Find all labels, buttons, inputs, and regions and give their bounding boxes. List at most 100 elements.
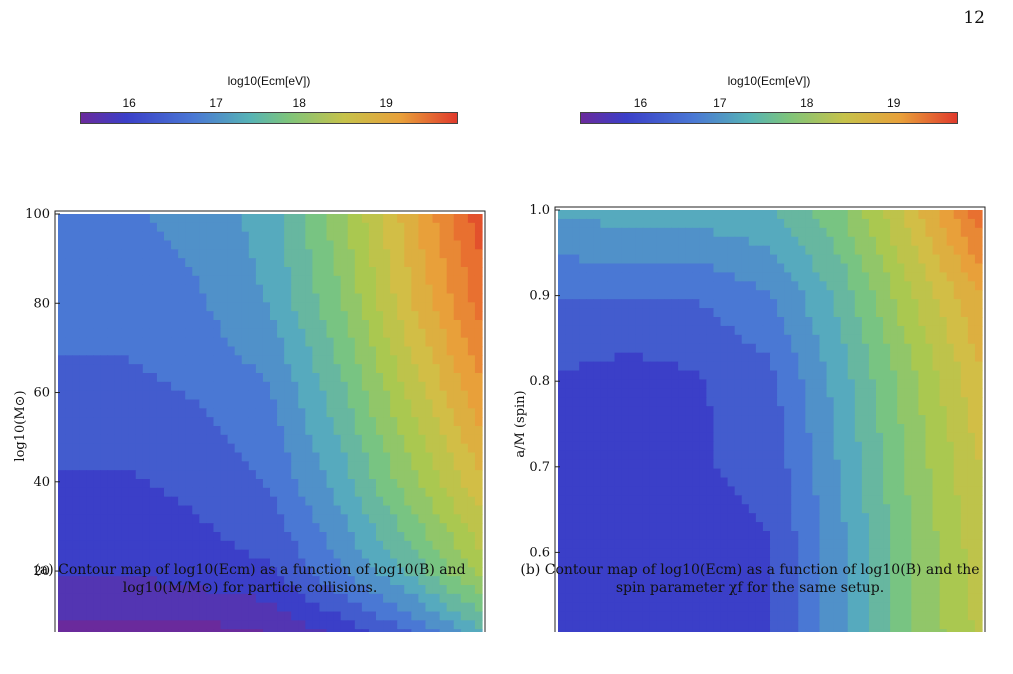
contour-cell <box>671 406 679 416</box>
contour-cell <box>840 272 849 282</box>
contour-cell <box>333 567 342 577</box>
contour-cell <box>897 317 905 327</box>
contour-cell <box>664 397 672 407</box>
contour-cell <box>206 611 215 621</box>
contour-cell <box>418 311 427 321</box>
contour-cell <box>784 370 792 381</box>
contour-cell <box>748 406 757 416</box>
contour-cell <box>946 415 955 425</box>
contour-cell <box>847 361 856 372</box>
contour-cell <box>593 272 601 282</box>
contour-cell <box>748 415 757 425</box>
contour-cell <box>107 231 116 242</box>
contour-cell <box>932 334 941 345</box>
contour-cell <box>128 452 137 462</box>
contour-cell <box>361 214 370 224</box>
contour-cell <box>953 210 962 220</box>
contour-cell <box>883 459 891 470</box>
contour-cell <box>347 434 356 445</box>
contour-cell <box>791 406 799 416</box>
contour-cell <box>953 415 962 425</box>
contour-cell <box>164 487 172 498</box>
contour-cell <box>974 495 983 505</box>
contour-cell <box>460 231 469 242</box>
contour-cell <box>248 417 257 427</box>
contour-cell <box>911 299 919 309</box>
contour-cell <box>960 299 969 309</box>
contour-cell <box>107 311 116 321</box>
contour-cell <box>755 486 764 496</box>
contour-cell <box>206 328 215 339</box>
contour-cell <box>319 532 328 542</box>
contour-cell <box>142 222 151 233</box>
contour-cell <box>93 222 101 233</box>
contour-cell <box>93 523 101 533</box>
contour-cell <box>347 355 356 365</box>
contour-cell <box>727 415 736 425</box>
contour-cell <box>868 334 877 345</box>
contour-cell <box>600 272 609 282</box>
contour-cell <box>720 227 729 238</box>
contour-cell <box>418 293 427 303</box>
contour-cell <box>713 415 722 425</box>
contour-cell <box>621 370 630 381</box>
contour-cell <box>326 602 335 613</box>
contour-cell <box>312 231 321 242</box>
contour-cell <box>593 361 601 372</box>
contour-cell <box>305 540 313 551</box>
contour-cell <box>467 231 476 242</box>
contour-cell <box>791 432 799 443</box>
contour-cell <box>960 263 969 274</box>
contour-cell <box>798 459 806 470</box>
contour-cell <box>354 461 363 471</box>
contour-cell <box>397 567 405 577</box>
contour-cell <box>248 231 257 242</box>
contour-cell <box>692 352 700 363</box>
contour-cell <box>883 299 891 309</box>
contour-cell <box>586 415 594 425</box>
contour-cell <box>565 450 573 461</box>
contour-cell <box>156 275 165 286</box>
contour-cell <box>58 293 66 303</box>
contour-cell <box>361 284 370 295</box>
contour-cell <box>826 299 835 309</box>
contour-cell <box>340 373 349 383</box>
contour-cell <box>368 426 377 436</box>
contour-cell <box>241 337 250 348</box>
contour-cell <box>354 399 363 409</box>
contour-cell <box>819 361 828 372</box>
contour-cell <box>918 424 927 434</box>
contour-cell <box>439 505 448 515</box>
contour-cell <box>932 450 941 461</box>
contour-cell <box>932 379 941 389</box>
contour-cell <box>340 364 349 374</box>
contour-cell <box>635 468 644 479</box>
contour-cell <box>460 611 469 621</box>
contour-cell <box>734 317 743 327</box>
contour-cell <box>453 381 462 392</box>
contour-cell <box>107 452 116 462</box>
contour-cell <box>128 311 137 321</box>
contour-cell <box>114 620 123 630</box>
contour-cell <box>234 373 243 383</box>
contour-cell <box>876 468 884 479</box>
contour-cell <box>347 222 356 233</box>
contour-cell <box>748 388 757 398</box>
contour-cell <box>220 258 229 268</box>
contour-cell <box>376 549 384 560</box>
contour-cell <box>897 504 905 514</box>
contour-cell <box>453 355 462 365</box>
contour-cell <box>474 417 483 427</box>
contour-cell <box>565 379 573 389</box>
contour-cell <box>397 346 405 356</box>
contour-cell <box>284 417 292 427</box>
contour-cell <box>93 390 101 401</box>
contour-cell <box>812 370 821 381</box>
contour-cell <box>656 477 665 488</box>
contour-cell <box>234 355 243 365</box>
contour-cell <box>748 299 757 309</box>
contour-cell <box>812 254 821 265</box>
contour-cell <box>777 227 785 238</box>
contour-cell <box>178 267 186 277</box>
contour-cell <box>614 468 623 479</box>
